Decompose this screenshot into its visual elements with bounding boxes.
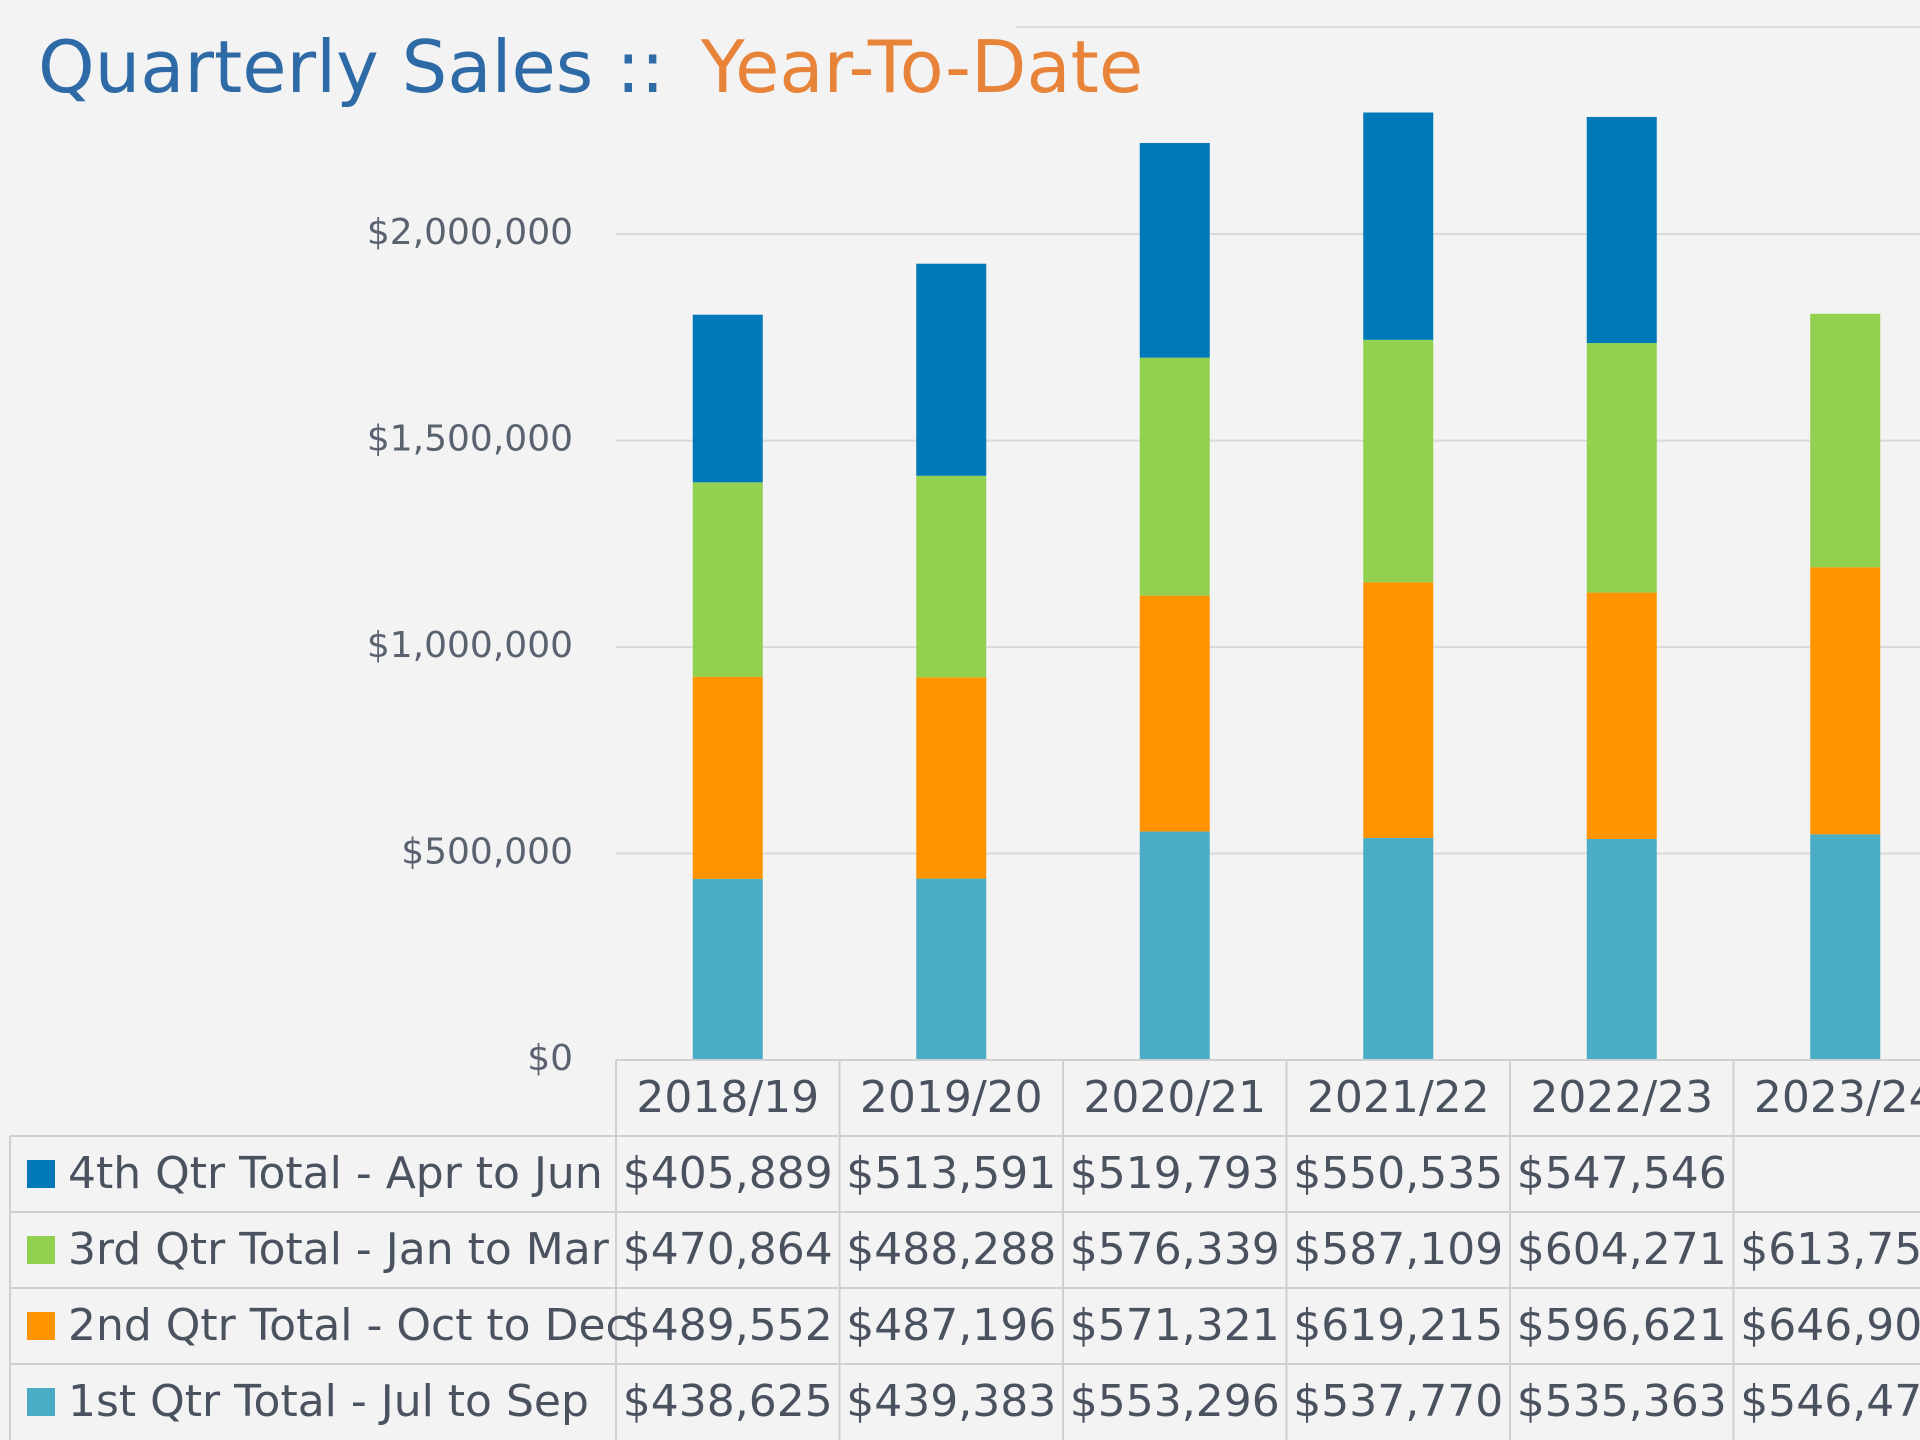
bar-segment [1586, 116, 1657, 344]
data-label: $587,109 [1293, 1224, 1503, 1275]
bar-segment [692, 676, 763, 879]
bar-segment [1586, 592, 1657, 839]
data-label: $604,271 [1517, 1224, 1727, 1275]
y-tick-label: $0 [527, 1038, 573, 1079]
bar-segment [1363, 582, 1434, 838]
legend-swatch [27, 1312, 55, 1340]
legend-label: 1st Qtr Total - Jul to Sep [68, 1376, 589, 1427]
bar-segment [1810, 567, 1881, 835]
data-label: $470,864 [623, 1224, 833, 1275]
bar-segment [692, 482, 763, 677]
y-tick-label: $500,000 [401, 832, 573, 873]
bar-segment [1586, 343, 1657, 593]
x-tick-label: 2022/23 [1530, 1072, 1713, 1123]
x-tick-label: 2019/20 [860, 1072, 1043, 1123]
data-label: $537,770 [1293, 1376, 1503, 1427]
x-tick-label: 2021/22 [1307, 1072, 1490, 1123]
bar-segment [1363, 112, 1434, 340]
data-label: $596,621 [1517, 1300, 1727, 1351]
x-tick-label: 2023/24 [1754, 1072, 1920, 1123]
chart-subtitle: Year-To-Date [700, 25, 1143, 109]
legend-label: 4th Qtr Total - Apr to Jun [68, 1148, 603, 1199]
bar-segment [1810, 834, 1881, 1060]
data-label: $405,889 [623, 1148, 833, 1199]
data-label: $550,535 [1293, 1148, 1503, 1199]
y-tick-label: $1,500,000 [367, 419, 573, 460]
bar-segment [916, 878, 987, 1060]
bar-segment [1363, 339, 1434, 583]
legend-swatch [27, 1388, 55, 1416]
data-label: $438,625 [623, 1376, 833, 1427]
legend-label: 2nd Qtr Total - Oct to Dec [68, 1300, 630, 1351]
bar-segment [692, 314, 763, 483]
bar-segment [1810, 313, 1881, 568]
x-tick-label: 2020/21 [1083, 1072, 1266, 1123]
data-label: $513,591 [846, 1148, 1056, 1199]
bar-segment [916, 263, 987, 476]
y-tick-label: $1,000,000 [367, 625, 573, 666]
data-label: $487,196 [846, 1300, 1056, 1351]
legend-label: 3rd Qtr Total - Jan to Mar [68, 1224, 610, 1275]
bar-segment [1586, 838, 1657, 1060]
data-label: $489,552 [623, 1300, 833, 1351]
bar-segment [692, 878, 763, 1060]
data-label: $439,383 [846, 1376, 1056, 1427]
data-label: $576,339 [1070, 1224, 1280, 1275]
bar-segment [1139, 831, 1210, 1060]
bar-segment [1363, 837, 1434, 1060]
data-label: $553,296 [1070, 1376, 1280, 1427]
bar-segment [1139, 595, 1210, 832]
bar-segment [1139, 357, 1210, 596]
data-label: $535,363 [1517, 1376, 1727, 1427]
x-tick-label: 2018/19 [636, 1072, 819, 1123]
chart-title: Quarterly Sales :: [38, 25, 665, 109]
data-label: $488,288 [846, 1224, 1056, 1275]
data-label: $519,793 [1070, 1148, 1280, 1199]
data-label: $613,755 [1740, 1224, 1920, 1275]
data-label: $646,905 [1740, 1300, 1920, 1351]
y-tick-label: $2,000,000 [367, 212, 573, 253]
bar-segment [1139, 143, 1210, 358]
legend-swatch [27, 1236, 55, 1264]
bar-segment [916, 677, 987, 879]
legend-swatch [27, 1160, 55, 1188]
bar-segment [916, 475, 987, 678]
chart-heading: Quarterly Sales :: Year-To-Date [38, 25, 1143, 109]
data-label: $619,215 [1293, 1300, 1503, 1351]
data-label: $547,546 [1517, 1148, 1727, 1199]
data-label: $546,472 [1740, 1376, 1920, 1427]
data-label: $571,321 [1070, 1300, 1280, 1351]
